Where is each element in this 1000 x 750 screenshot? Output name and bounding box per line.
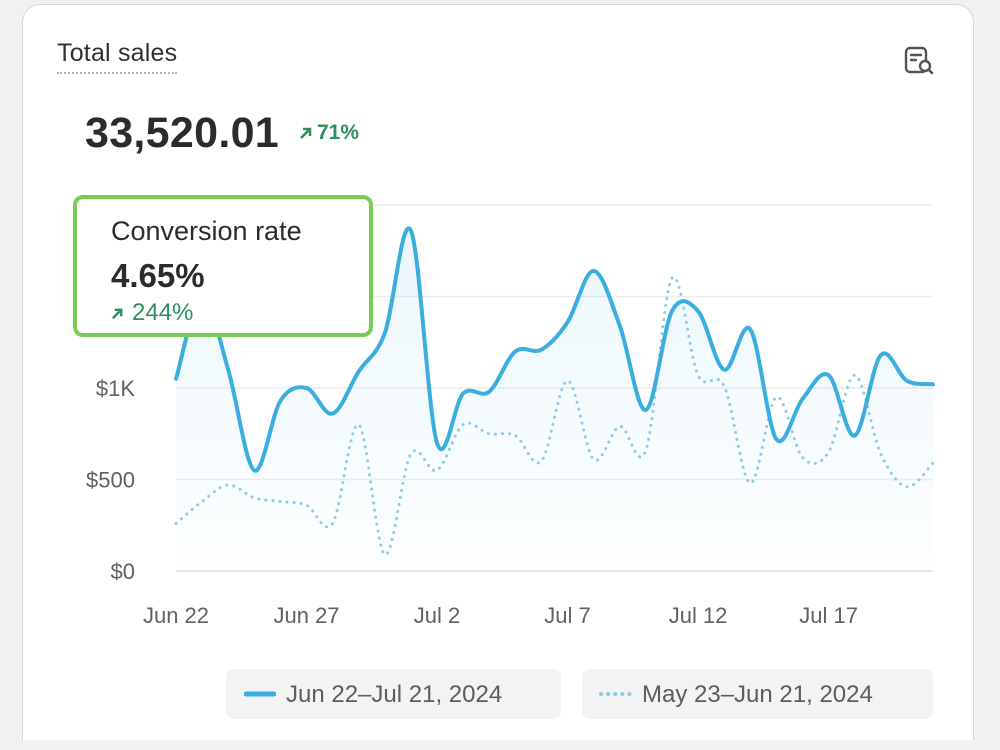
total-sales-change-value: 71% [317, 121, 360, 144]
y-tick-label: $1K [96, 376, 135, 401]
y-tick-label: $500 [86, 468, 135, 493]
series-current-area [176, 228, 933, 572]
legend-dotted-line-swatch [599, 692, 632, 696]
x-tick-label: Jul 12 [669, 603, 728, 628]
x-tick-label: Jun 27 [273, 603, 339, 628]
x-tick-label: Jul 17 [799, 603, 858, 628]
card-title[interactable]: Total sales [57, 39, 178, 74]
tooltip-change: 244% [111, 299, 193, 327]
sales-card: Total sales 33,520.01 71% $0 $500 $1K Jun 2… [22, 4, 974, 741]
x-tick-label: Jul 2 [414, 603, 460, 628]
x-tick-label: Jun 22 [143, 603, 209, 628]
arrow-up-right-icon [112, 308, 123, 319]
legend-label-current: Jun 22–Jul 21, 2024 [286, 681, 503, 708]
tooltip-value: 4.65% [111, 257, 205, 294]
legend-solid-line-swatch [244, 691, 276, 697]
page-footer-strip [22, 740, 974, 750]
report-search-icon[interactable] [903, 45, 935, 77]
series-current-line [174, 226, 935, 473]
y-tick-label: $0 [111, 559, 135, 584]
legend-item-previous[interactable]: May 23–Jun 21, 2024 [582, 669, 933, 719]
total-sales-value: 33,520.01 [85, 109, 279, 157]
series-previous-line [174, 275, 935, 557]
tooltip-change-value: 244% [132, 299, 194, 326]
metric-tooltip: Conversion rate 4.65% 244% [73, 195, 373, 337]
total-sales-change: 71% [299, 121, 359, 145]
tooltip-label: Conversion rate [111, 216, 302, 246]
x-tick-label: Jul 7 [544, 603, 590, 628]
legend-item-current[interactable]: Jun 22–Jul 21, 2024 [226, 669, 561, 719]
legend-label-previous: May 23–Jun 21, 2024 [642, 681, 873, 708]
sales-line-chart: $0 $500 $1K Jun 22 Jun 27 Jul 2 Jul 7 Jul 12 Jul… [86, 204, 935, 628]
arrow-up-right-icon [300, 127, 312, 139]
